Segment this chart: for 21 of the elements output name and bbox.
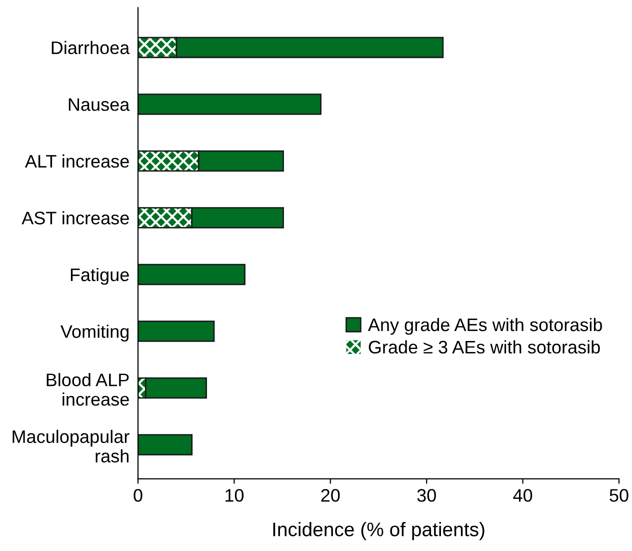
y-tick-label: AST increase bbox=[22, 211, 129, 224]
y-tick-label: Maculopapular rash bbox=[12, 430, 130, 463]
bar bbox=[138, 94, 322, 115]
x-axis-title: Incidence (% of patients) bbox=[273, 522, 484, 540]
x-tick-label: 40 bbox=[513, 489, 532, 502]
y-tick-label: Nausea bbox=[68, 98, 130, 111]
x-tick-label: 50 bbox=[610, 489, 628, 502]
y-tick-label: ALT increase bbox=[24, 154, 129, 168]
x-tick-label: 20 bbox=[321, 489, 340, 502]
y-tick-label: Blood ALP increase bbox=[46, 373, 129, 406]
bar bbox=[138, 320, 215, 342]
x-tick-label: 10 bbox=[226, 489, 244, 502]
x-tick-label: 30 bbox=[417, 489, 436, 502]
y-tick-label: Fatigue bbox=[70, 268, 129, 285]
y-tick-label: Diarrhoea bbox=[52, 40, 130, 54]
x-tick-label: 0 bbox=[134, 489, 142, 502]
legend-label: Grade ≥ 3 AEs with sotorasib bbox=[368, 340, 600, 354]
legend-label: Any grade AEs with sotorasib bbox=[368, 318, 602, 335]
bar bbox=[138, 434, 193, 456]
bar bbox=[138, 264, 246, 286]
y-tick-label: Vomiting bbox=[60, 324, 129, 342]
